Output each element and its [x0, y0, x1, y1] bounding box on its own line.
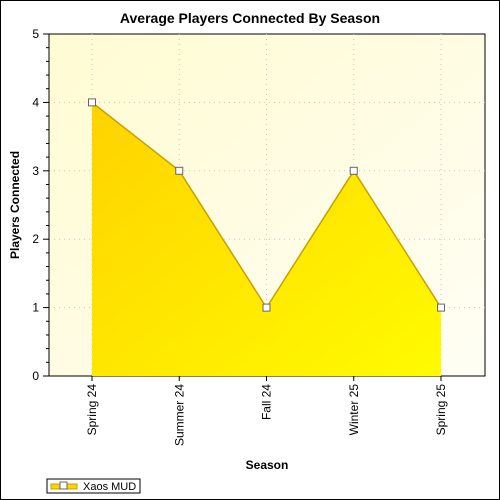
x-tick-label: Winter 25	[347, 384, 361, 436]
legend: Xaos MUD	[46, 478, 141, 494]
y-tick-label: 5	[32, 27, 39, 41]
x-axis-title: Season	[246, 458, 289, 472]
y-tick-label: 4	[32, 95, 39, 109]
tick-labels: 0 1 2 3 4 5 Spring 24 Summer 24 Fall 24 Winter 25…	[32, 27, 448, 446]
chart-title: Average Players Connected By Season	[120, 10, 380, 26]
legend-marker	[59, 481, 68, 490]
axes	[43, 33, 442, 381]
y-tick-label: 3	[32, 164, 39, 178]
y-axis-title: Players Connected	[8, 151, 22, 259]
y-tick-label: 2	[32, 232, 39, 246]
data-point-marker	[349, 166, 358, 175]
data-point-marker	[175, 166, 184, 175]
x-tick-label: Fall 24	[260, 384, 274, 420]
data-point-marker	[262, 303, 271, 312]
series-area-layer	[88, 98, 445, 377]
data-point-marker	[437, 303, 445, 312]
y-tick-label: 0	[32, 369, 39, 383]
y-tick-label: 1	[32, 301, 39, 315]
x-tick-label: Spring 24	[85, 384, 99, 436]
legend-label: Xaos MUD	[83, 481, 136, 493]
data-point-marker	[88, 98, 96, 107]
x-tick-label: Summer 24	[172, 384, 186, 446]
x-tick-label: Spring 25	[434, 384, 448, 436]
